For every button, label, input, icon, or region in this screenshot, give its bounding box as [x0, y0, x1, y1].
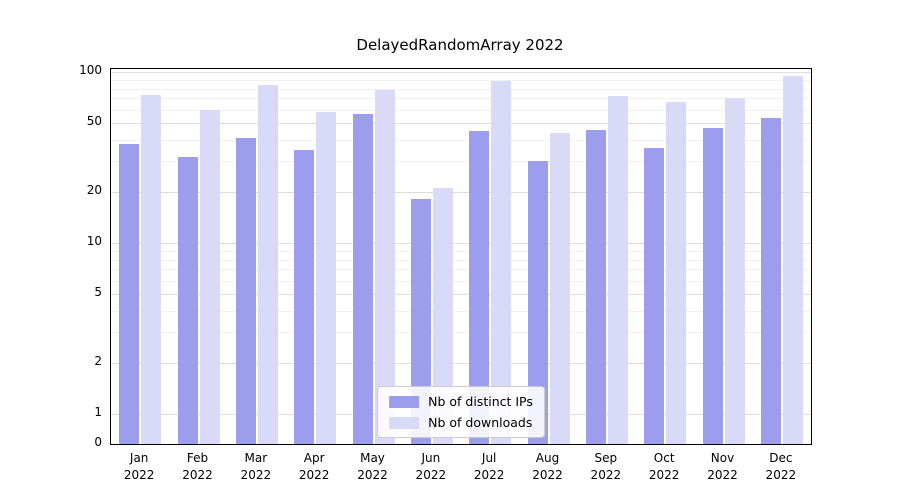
- x-tick-label: Oct 2022: [648, 451, 680, 482]
- bar-downloads-oct: [666, 101, 687, 444]
- legend-entry-distinct-ips: Nb of distinct IPs: [389, 394, 533, 409]
- gridline: [111, 294, 811, 296]
- bar-downloads-sep: [607, 96, 628, 444]
- bar-distinct-ips-jul: [469, 131, 490, 444]
- x-tick-label: Feb 2022: [182, 451, 213, 482]
- bar-downloads-dec: [782, 75, 803, 444]
- bar-downloads-jul: [491, 80, 512, 444]
- bar-downloads-mar: [257, 84, 278, 444]
- legend-swatch-distinct-ips: [389, 395, 420, 408]
- legend: Nb of distinct IPs Nb of downloads: [377, 386, 545, 438]
- x-tick-label: Sep 2022: [590, 451, 622, 482]
- gridline: [111, 123, 811, 125]
- bars: [111, 69, 811, 444]
- bar-distinct-ips-dec: [760, 117, 781, 444]
- gridline: [111, 311, 811, 313]
- bar-distinct-ips-feb: [177, 156, 198, 444]
- bar-downloads-nov: [724, 98, 745, 444]
- gridline: [111, 280, 811, 282]
- y-tick-label: 2: [94, 353, 102, 368]
- y-tick-label: 1: [94, 405, 102, 419]
- gridline: [111, 161, 811, 163]
- gridline: [111, 250, 811, 252]
- bar-distinct-ips-jan: [119, 143, 140, 444]
- x-tick-label: Mar 2022: [240, 451, 272, 482]
- x-tick-label: Nov 2022: [707, 451, 738, 482]
- bar-downloads-jun: [432, 187, 453, 444]
- x-tick-label: Jun 2022: [415, 451, 447, 482]
- y-tick-label: 100: [79, 63, 102, 77]
- gridline: [111, 98, 811, 100]
- bar-downloads-jan: [141, 95, 162, 444]
- legend-swatch-downloads: [389, 416, 420, 429]
- legend-entry-downloads: Nb of downloads: [389, 415, 533, 430]
- chart-title: DelayedRandomArray 2022: [356, 36, 564, 54]
- bar-distinct-ips-jun: [410, 199, 431, 444]
- bar-distinct-ips-sep: [585, 129, 606, 444]
- y-tick-label: 0: [94, 435, 102, 449]
- gridline: [111, 269, 811, 271]
- y-tick-label: 20: [86, 182, 102, 197]
- bar-distinct-ips-apr: [294, 149, 315, 444]
- x-axis-ticks: Jan 2022 Feb 2022 Mar 2022 Apr 2022 May 2022 Jun 20…: [110, 450, 810, 490]
- gridline: [111, 109, 811, 111]
- gridline: [111, 259, 811, 261]
- bar-downloads-feb: [199, 109, 220, 444]
- y-axis-ticks: 0 1 2 5 10 20 50 100: [0, 63, 102, 449]
- y-tick-label: 10: [86, 234, 102, 248]
- x-tick-label: Jan 2022: [123, 451, 155, 482]
- gridline: [111, 72, 811, 73]
- gridline: [111, 243, 811, 244]
- bar-downloads-apr: [316, 112, 337, 444]
- bar-downloads-may: [374, 90, 395, 444]
- gridline: [111, 191, 811, 193]
- x-tick-label: May 2022: [357, 451, 388, 482]
- bar-distinct-ips-oct: [644, 147, 665, 444]
- gridline: [111, 332, 811, 334]
- x-tick-label: Dec 2022: [765, 451, 797, 482]
- bar-distinct-ips-aug: [527, 161, 548, 444]
- bar-distinct-ips-mar: [235, 138, 256, 444]
- gridline: [111, 79, 811, 81]
- bar-downloads-aug: [549, 132, 570, 444]
- y-tick-label: 50: [86, 114, 102, 129]
- bar-distinct-ips-nov: [702, 128, 723, 444]
- legend-label-downloads: Nb of downloads: [428, 415, 533, 430]
- gridline: [111, 140, 811, 142]
- x-tick-label: Aug 2022: [532, 451, 563, 482]
- bar-distinct-ips-may: [352, 113, 373, 444]
- gridline: [111, 88, 811, 90]
- x-tick-label: Jul 2022: [473, 451, 505, 482]
- gridline: [111, 362, 811, 364]
- x-tick-label: Apr 2022: [298, 451, 330, 482]
- plot-area: Nb of distinct IPs Nb of downloads: [110, 68, 812, 445]
- y-tick-label: 5: [94, 285, 102, 300]
- legend-label-distinct-ips: Nb of distinct IPs: [428, 394, 533, 409]
